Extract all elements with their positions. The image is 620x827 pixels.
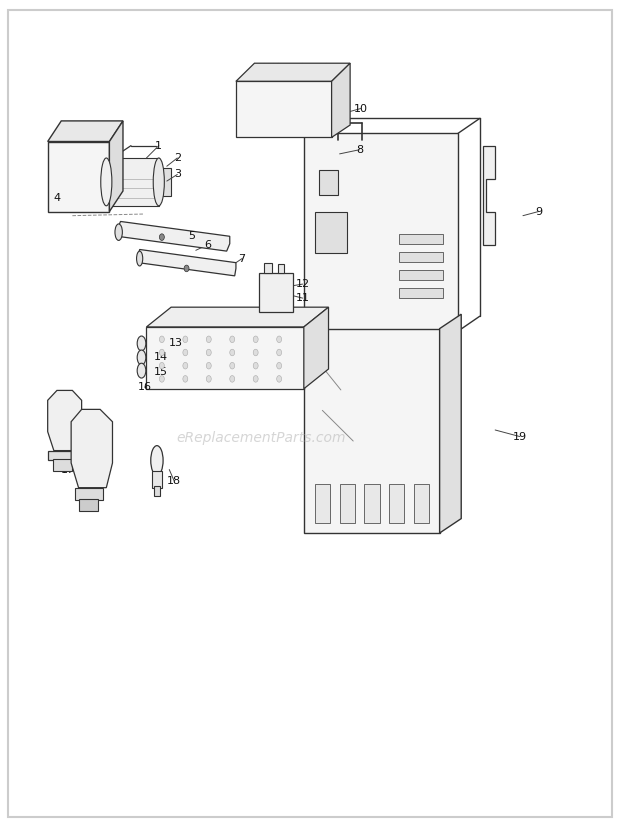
Circle shape — [230, 375, 235, 382]
Polygon shape — [304, 307, 329, 389]
Polygon shape — [146, 327, 304, 389]
Bar — [365, 484, 379, 523]
Circle shape — [206, 362, 211, 369]
Circle shape — [159, 336, 164, 342]
Bar — [154, 486, 160, 496]
Bar — [48, 451, 80, 461]
Ellipse shape — [151, 446, 163, 476]
Polygon shape — [48, 121, 123, 141]
Ellipse shape — [101, 158, 112, 206]
Bar — [76, 488, 104, 500]
Text: 16: 16 — [138, 382, 151, 392]
Circle shape — [206, 349, 211, 356]
Text: 18: 18 — [167, 476, 181, 486]
Polygon shape — [236, 81, 332, 137]
Ellipse shape — [137, 363, 146, 378]
Polygon shape — [399, 289, 443, 298]
Circle shape — [159, 375, 164, 382]
Bar — [79, 500, 99, 511]
Circle shape — [159, 349, 164, 356]
Bar — [340, 484, 355, 523]
Polygon shape — [146, 307, 329, 327]
Bar — [53, 459, 73, 471]
Circle shape — [253, 349, 258, 356]
Text: 19: 19 — [513, 432, 527, 442]
Circle shape — [206, 375, 211, 382]
Circle shape — [183, 362, 188, 369]
Polygon shape — [315, 212, 347, 253]
Text: 2: 2 — [174, 153, 181, 163]
Text: eReplacementParts.com: eReplacementParts.com — [176, 431, 345, 445]
Polygon shape — [109, 121, 123, 212]
Bar — [264, 263, 272, 273]
Circle shape — [159, 362, 164, 369]
Circle shape — [277, 375, 281, 382]
Bar — [156, 168, 171, 196]
Circle shape — [253, 336, 258, 342]
Ellipse shape — [137, 350, 146, 365]
Text: 11: 11 — [296, 293, 309, 304]
Circle shape — [277, 349, 281, 356]
Circle shape — [183, 375, 188, 382]
Polygon shape — [71, 409, 112, 488]
Text: 8: 8 — [356, 145, 363, 155]
Polygon shape — [138, 250, 236, 276]
Text: 14: 14 — [154, 352, 167, 362]
Circle shape — [253, 375, 258, 382]
Polygon shape — [304, 133, 458, 331]
Text: 1: 1 — [155, 141, 162, 151]
Text: 15: 15 — [154, 367, 167, 377]
Polygon shape — [319, 170, 338, 195]
Ellipse shape — [115, 224, 122, 241]
Circle shape — [206, 336, 211, 342]
Bar — [315, 484, 330, 523]
Text: 10: 10 — [353, 103, 368, 113]
Polygon shape — [483, 146, 495, 245]
Circle shape — [183, 349, 188, 356]
Polygon shape — [117, 222, 230, 251]
Polygon shape — [399, 252, 443, 262]
Bar — [414, 484, 429, 523]
Circle shape — [277, 336, 281, 342]
Circle shape — [277, 362, 281, 369]
Text: 4: 4 — [53, 193, 61, 203]
Bar — [278, 265, 284, 273]
Circle shape — [230, 362, 235, 369]
Polygon shape — [440, 314, 461, 533]
Circle shape — [184, 265, 189, 272]
Circle shape — [230, 336, 235, 342]
Circle shape — [253, 362, 258, 369]
Text: 6: 6 — [205, 240, 211, 250]
Polygon shape — [48, 141, 109, 212]
Text: 17: 17 — [61, 465, 75, 475]
Bar — [389, 484, 404, 523]
Text: 12: 12 — [296, 279, 309, 289]
Polygon shape — [236, 63, 350, 81]
Polygon shape — [304, 328, 440, 533]
Bar — [106, 158, 159, 206]
Polygon shape — [332, 63, 350, 137]
Bar — [259, 273, 293, 312]
Text: 7: 7 — [239, 254, 246, 264]
Bar — [152, 471, 162, 488]
Text: 13: 13 — [169, 337, 183, 347]
Text: 3: 3 — [174, 170, 181, 179]
Polygon shape — [399, 270, 443, 280]
Ellipse shape — [153, 158, 164, 206]
Text: 9: 9 — [535, 207, 542, 217]
Circle shape — [159, 234, 164, 241]
Circle shape — [230, 349, 235, 356]
Ellipse shape — [137, 336, 146, 351]
Polygon shape — [48, 390, 82, 451]
Ellipse shape — [136, 251, 143, 266]
Text: 5: 5 — [188, 232, 195, 241]
Polygon shape — [399, 234, 443, 244]
Circle shape — [183, 336, 188, 342]
